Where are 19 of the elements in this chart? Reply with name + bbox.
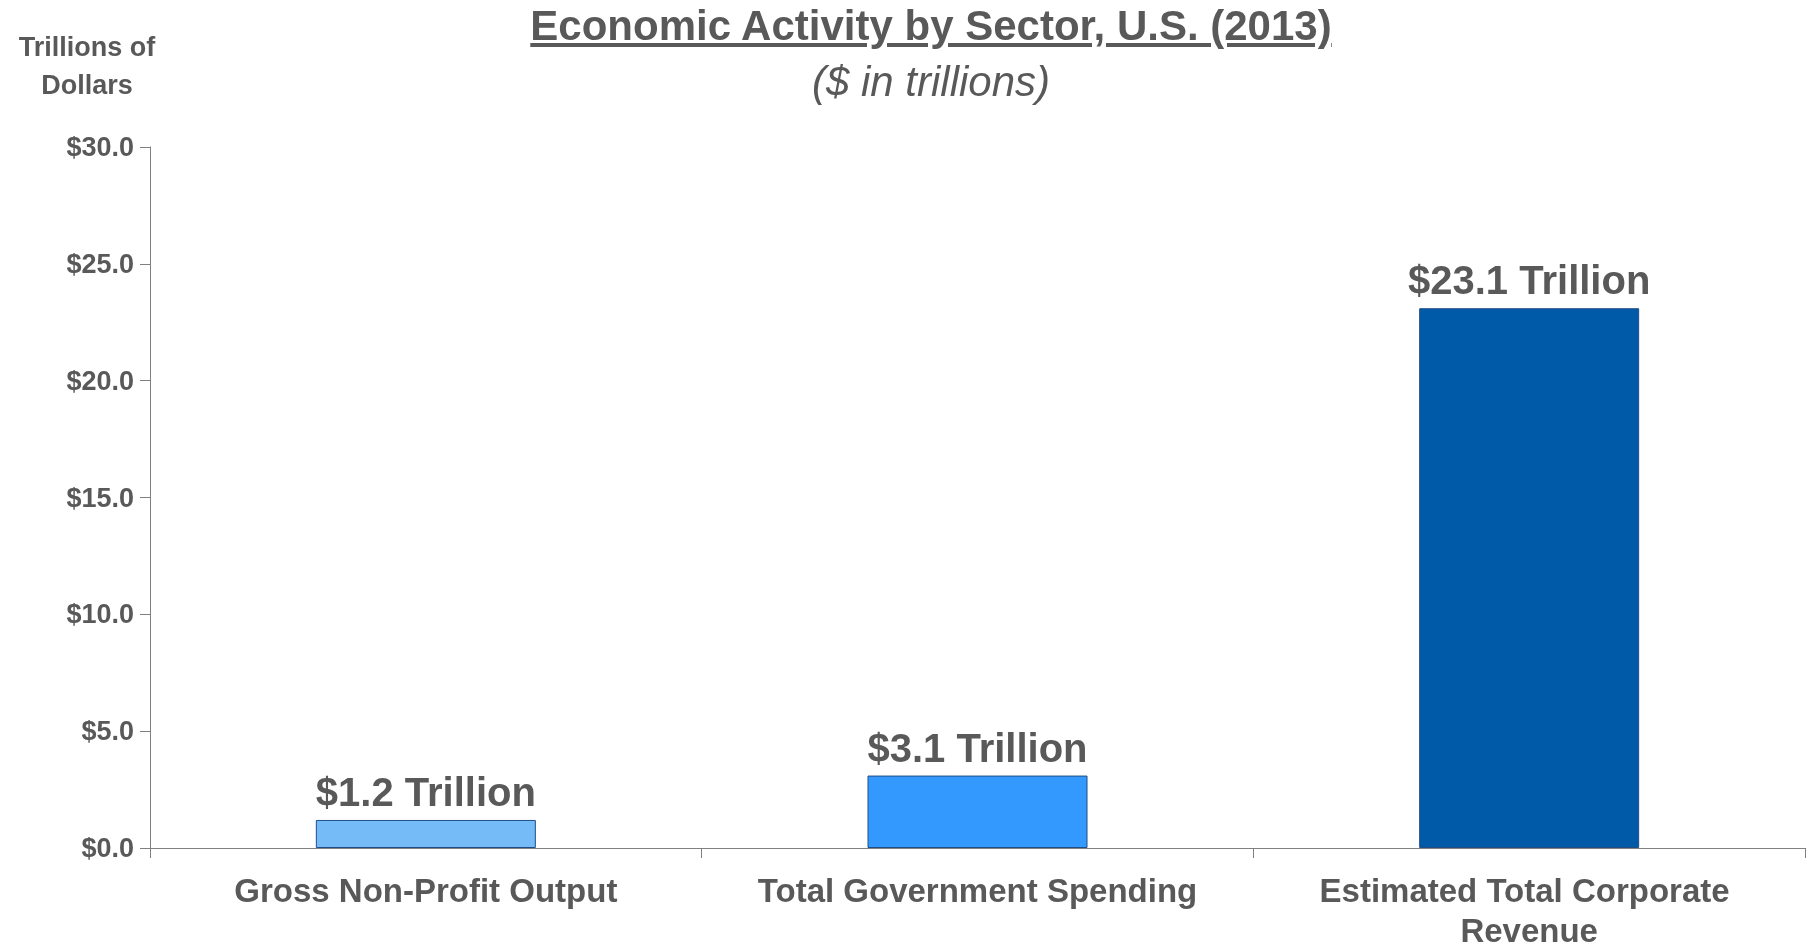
bar (867, 775, 1088, 848)
chart-title: Economic Activity by Sector, U.S. (2013) (530, 2, 1332, 49)
data-label: $1.2 Trillion (315, 769, 536, 814)
x-tick-label: Estimated Total Corporate Revenue (1319, 871, 1739, 949)
bar (315, 819, 536, 848)
bar (1419, 308, 1640, 848)
y-tick-label: $15.0 (66, 482, 134, 513)
y-tick-label: $5.0 (81, 716, 134, 747)
y-tick-label: $0.0 (81, 833, 134, 863)
y-tick-label: $30.0 (66, 132, 134, 162)
x-tick-label: Total Government Spending (757, 871, 1198, 909)
chart-subtitle: ($ in trillions) (811, 58, 1051, 105)
y-tick-label: $25.0 (66, 248, 134, 279)
data-label: $3.1 Trillion (867, 725, 1088, 770)
x-tick-label: Gross Non-Profit Output (234, 871, 618, 909)
data-label: $23.1 Trillion (1408, 258, 1651, 303)
y-tick-label: $20.0 (66, 365, 134, 396)
y-axis-title: Trillions of Dollars (17, 31, 157, 102)
y-tick-label: $10.0 (66, 599, 134, 630)
